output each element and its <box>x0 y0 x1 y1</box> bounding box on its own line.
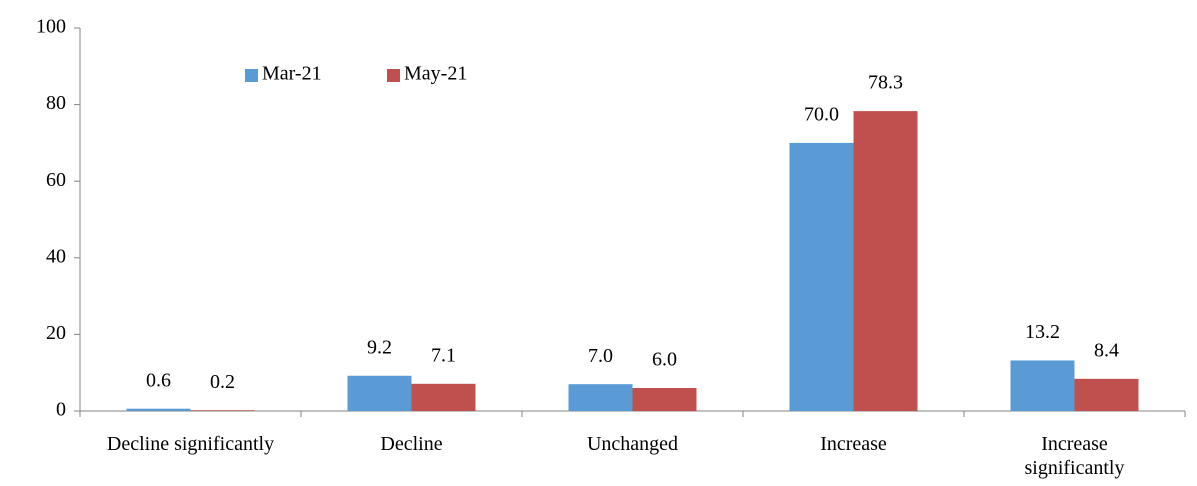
y-tick-label: 0 <box>56 399 66 421</box>
bar <box>789 142 854 411</box>
legend-swatch <box>245 69 258 82</box>
x-tick-label: Decline significantly <box>106 433 275 455</box>
y-tick-label: 60 <box>46 169 66 191</box>
data-label: 0.6 <box>146 369 171 391</box>
y-tick-label: 100 <box>36 16 66 38</box>
data-label: 0.2 <box>210 371 235 393</box>
data-label: 9.2 <box>367 336 392 358</box>
x-tick-label: Decline <box>380 433 443 455</box>
bar <box>1074 378 1139 411</box>
y-tick-label: 40 <box>46 245 66 267</box>
bar <box>568 384 633 411</box>
x-tick-label: Increase significantly <box>1024 433 1125 479</box>
legend-swatch <box>387 69 400 82</box>
data-label: 78.3 <box>868 72 903 94</box>
x-tick-label: Increase <box>820 433 887 455</box>
bar <box>347 375 412 411</box>
data-label: 7.0 <box>588 345 613 367</box>
bar <box>853 111 918 412</box>
x-tick-label: Unchanged <box>586 433 679 455</box>
bar <box>411 383 476 411</box>
y-tick-label: 20 <box>46 322 66 344</box>
data-label: 13.2 <box>1025 321 1060 343</box>
bar <box>126 408 191 411</box>
data-label: 6.0 <box>652 349 677 371</box>
bar <box>1010 360 1075 411</box>
y-tick-label: 80 <box>46 92 66 114</box>
data-label: 70.0 <box>804 103 839 125</box>
data-label: 7.1 <box>431 344 456 366</box>
legend-label: Mar-21 <box>262 63 322 85</box>
bar <box>190 410 255 411</box>
bar <box>632 388 697 411</box>
legend-label: May-21 <box>404 63 467 85</box>
data-label: 8.4 <box>1094 339 1119 361</box>
